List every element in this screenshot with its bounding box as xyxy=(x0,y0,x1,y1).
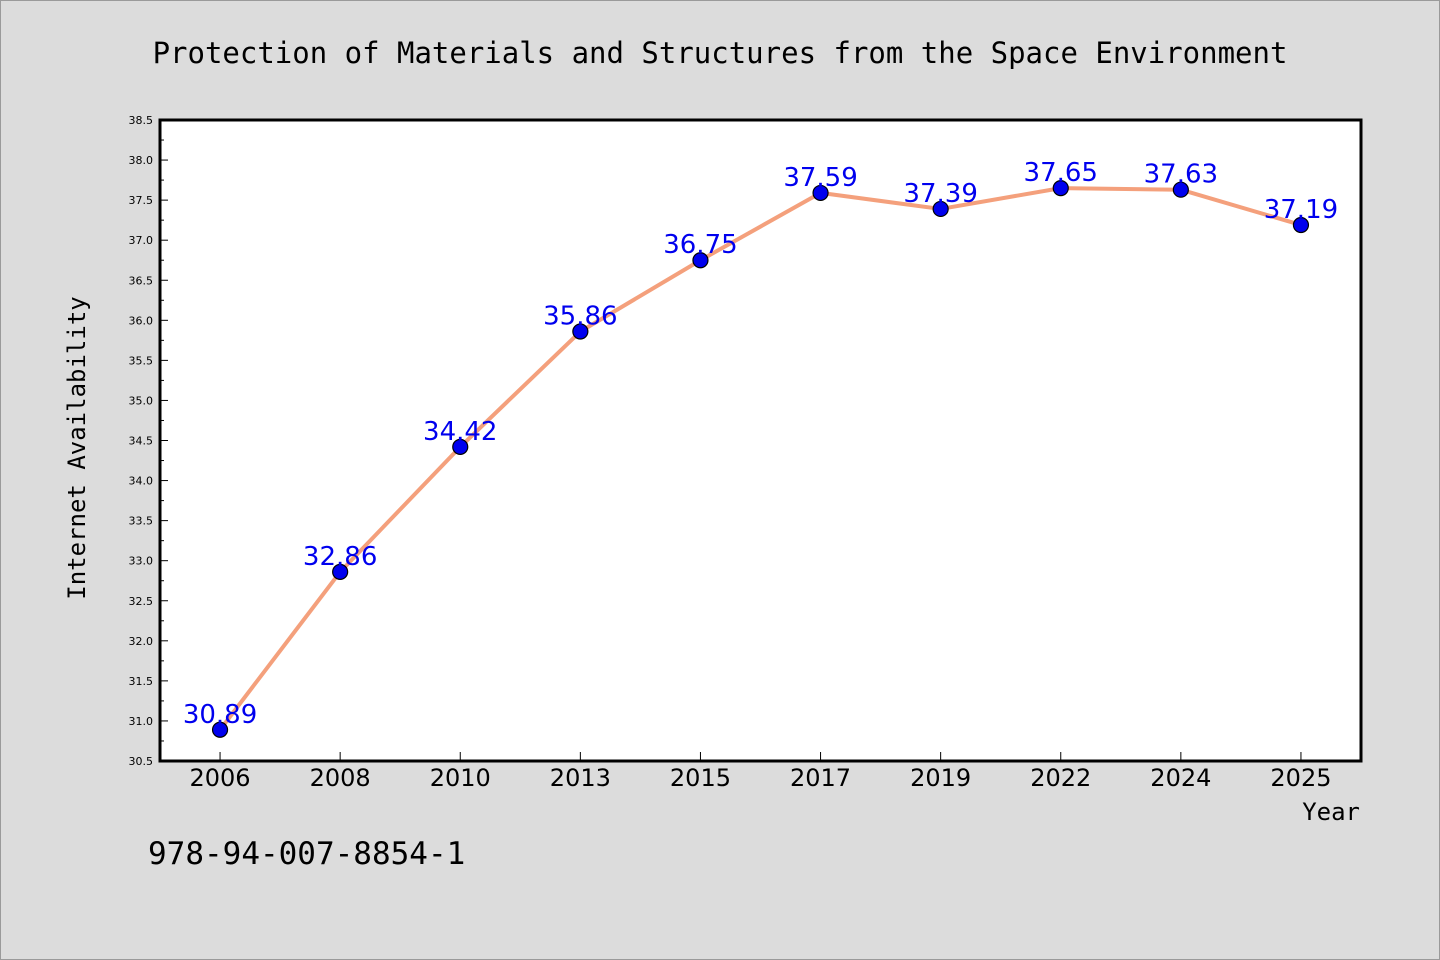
y-axis-ticks: 30.5 31.0 31.5 32.0 32.5 33.0 33.5 34.0 34.5 35.0… xyxy=(129,114,168,768)
y-tick-label: 35.0 xyxy=(129,394,154,407)
y-tick-label: 35.5 xyxy=(129,354,154,367)
data-point xyxy=(1052,180,1069,197)
data-point xyxy=(812,184,829,202)
data-label: 30.89 xyxy=(183,700,257,730)
y-tick-label: 37.0 xyxy=(129,234,154,247)
y-tick-label: 31.5 xyxy=(129,675,154,688)
x-tick-label: 2015 xyxy=(670,764,731,792)
y-tick-label: 38.5 xyxy=(129,114,154,127)
x-tick-label: 2019 xyxy=(910,764,971,792)
y-tick-label: 32.5 xyxy=(129,595,154,608)
data-label: 32.86 xyxy=(303,542,377,572)
data-point xyxy=(332,563,349,581)
data-label: 37.65 xyxy=(1024,158,1098,188)
y-tick-label: 34.0 xyxy=(129,475,154,488)
data-point xyxy=(692,252,709,269)
x-tick-label: 2024 xyxy=(1150,764,1211,792)
series-line xyxy=(218,186,1303,732)
x-axis-ticks: 2006 2008 2010 2013 2015 2017 2019 2022 2024 2025 xyxy=(190,752,1331,792)
x-tick-label: 2006 xyxy=(190,764,251,792)
y-axis-label: Internet Availability xyxy=(63,296,91,599)
data-label: 37.19 xyxy=(1264,195,1338,225)
y-tick-label: 31.0 xyxy=(129,715,154,728)
y-tick-label: 36.0 xyxy=(129,314,154,327)
data-label: 34.42 xyxy=(423,417,497,447)
chart-title: Protection of Materials and Structures f… xyxy=(153,36,1288,70)
data-point xyxy=(932,200,949,218)
x-axis-label: Year xyxy=(1302,798,1360,826)
data-point xyxy=(1172,181,1189,198)
y-tick-label: 34.5 xyxy=(129,435,154,448)
x-tick-label: 2010 xyxy=(430,764,491,792)
data-label: 36.75 xyxy=(663,230,737,260)
data-label: 37.59 xyxy=(783,163,857,193)
data-label: 37.63 xyxy=(1144,160,1218,190)
series-layer: 30.89 32.86 34.42 35.86 36.75 37.59 37.39 37.65… xyxy=(183,158,1338,738)
x-tick-label: 2022 xyxy=(1030,764,1091,792)
y-tick-label: 32.0 xyxy=(129,635,154,648)
y-tick-label: 37.5 xyxy=(129,194,154,207)
data-label: 37.39 xyxy=(903,179,977,209)
y-tick-label: 30.5 xyxy=(129,755,154,768)
x-tick-label: 2025 xyxy=(1270,764,1331,792)
y-tick-label: 33.5 xyxy=(129,515,154,528)
data-point xyxy=(211,721,229,738)
data-point xyxy=(1292,216,1310,234)
x-tick-label: 2017 xyxy=(790,764,851,792)
footer-isbn: 978-94-007-8854-1 xyxy=(148,836,465,872)
y-tick-label: 33.0 xyxy=(129,555,154,568)
x-tick-label: 2008 xyxy=(310,764,371,792)
y-tick-label: 36.5 xyxy=(129,274,154,287)
y-tick-label: 38.0 xyxy=(129,154,154,167)
plot-area xyxy=(158,118,1363,763)
x-tick-label: 2013 xyxy=(550,764,611,792)
data-label: 35.86 xyxy=(543,302,617,332)
data-point xyxy=(572,323,589,340)
data-point xyxy=(452,438,469,456)
